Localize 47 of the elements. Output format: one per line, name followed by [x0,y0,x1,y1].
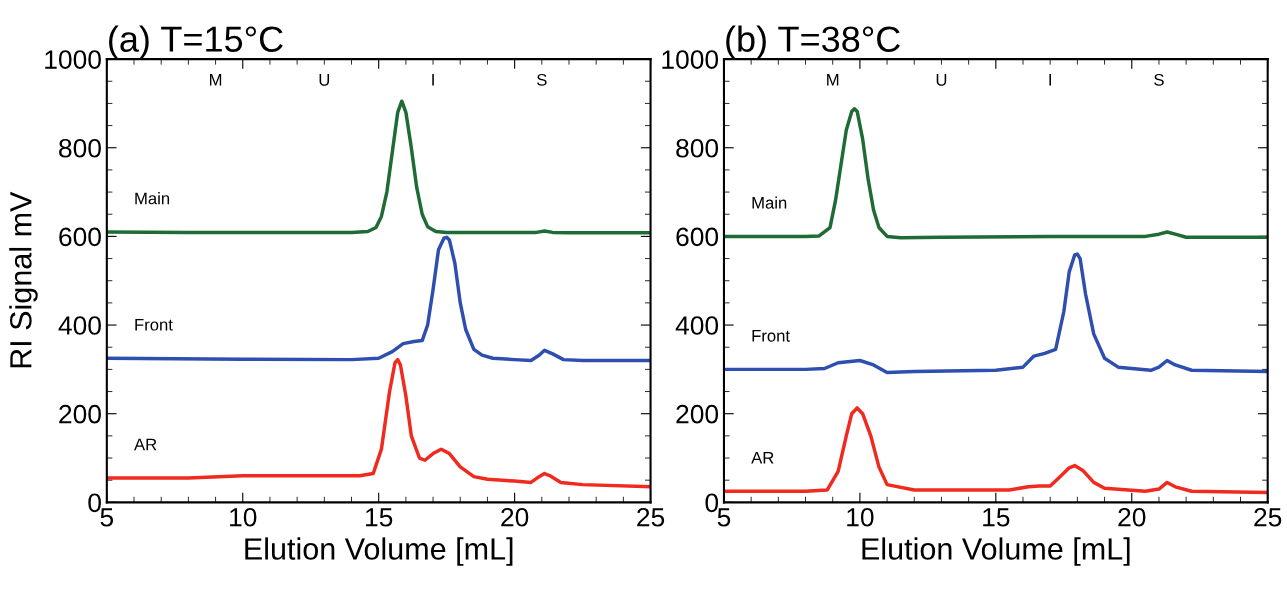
annotation: U [319,74,330,86]
annotation: U [936,74,947,86]
y-tick-label: 0 [88,493,101,513]
y-tick-label: 800 [676,138,719,158]
line-series [106,235,651,363]
x-tick-label: 5 [100,508,114,527]
series-label: Main [752,196,787,209]
chart-title: (b) T=38°C [726,25,900,60]
y-tick-label: 200 [676,404,719,424]
y-tick-label: 200 [59,404,101,424]
series-label: Front [135,318,173,331]
series-label: AR [134,438,157,451]
annotation: S [537,73,547,86]
x-tick-label: 15 [366,508,393,527]
series-label: Main [135,192,170,205]
y-tick-label: 0 [705,493,719,513]
x-tick-label: 10 [230,507,257,527]
y-tick-label: 400 [58,316,101,335]
y-tick-label: 1000 [662,50,719,69]
annotation: I [432,74,434,86]
y-tick-label: 600 [59,227,101,247]
y-axis-title: RI Signal mV [9,191,38,368]
x-axis-title: Elution Volume [mL] [245,537,513,566]
line-series [106,99,651,235]
y-tick-label: 1000 [45,50,101,69]
chart-title: (a) T=15°C [109,25,283,60]
line-series [723,252,1268,375]
y-tick-label: 800 [59,138,101,158]
x-tick-label: 25 [637,507,665,527]
series-label: Front [752,330,790,342]
x-axis-title: Elution Volume [mL] [862,537,1130,566]
annotation: S [1154,73,1164,86]
line-series [723,107,1268,240]
line-series [723,406,1268,495]
y-tick-label: 400 [675,316,719,335]
annotation: M [827,74,839,86]
series-label: AR [751,451,774,464]
x-tick-label: 15 [983,508,1010,527]
x-tick-label: 20 [1118,507,1146,527]
x-tick-label: 5 [717,508,731,527]
annotation: M [209,74,222,86]
y-tick-label: 600 [676,227,719,247]
x-tick-label: 20 [501,507,529,527]
x-tick-label: 10 [847,507,874,527]
line-series [106,357,651,489]
x-tick-label: 25 [1254,507,1282,527]
annotation: I [1049,74,1051,86]
